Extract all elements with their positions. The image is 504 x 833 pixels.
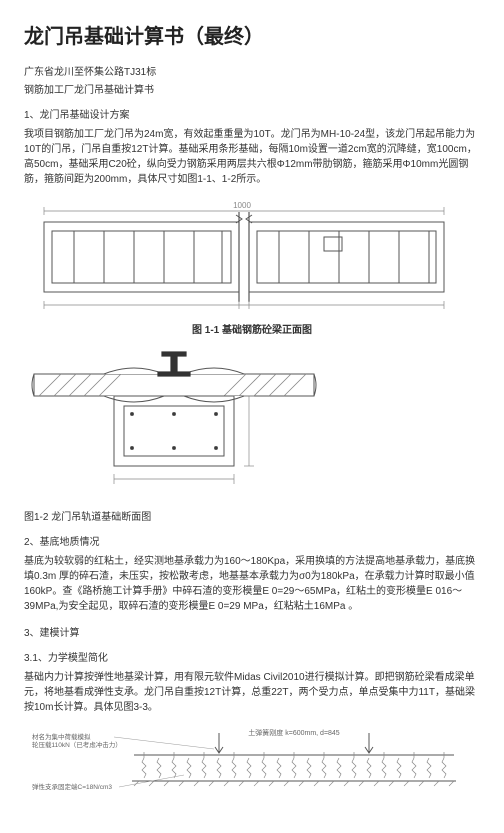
section-2-paragraph: 基底为较软弱的红粘土，经实测地基承载力为160～180Kpa，采用换填的方法提高… [24,554,480,614]
section-3-1-heading: 3.1、力学模型简化 [24,649,480,664]
page-title: 龙门吊基础计算书（最终） [24,20,480,49]
figure-1-1-svg: 1000 [24,197,480,317]
section-3-heading: 3、建模计算 [24,624,480,639]
section-1-paragraph: 我项目钢筋加工厂龙门吊为24m宽，有效起重重量为10T。龙门吊为MH-10-24… [24,127,480,187]
figure-1-2-svg [24,344,324,504]
figure-1-1: 1000 图 1-1 基础钢筋砼梁正面图 [24,197,480,336]
section-3-1-paragraph: 基础内力计算按弹性地基梁计算，用有限元软件Midas Civil2010进行模拟… [24,670,480,715]
fig3-annot-2: 轮压载110kN（已考虑冲击力） [32,740,122,749]
svg-text:1000: 1000 [233,201,251,210]
fig3-annot-3: 弹性支承固定端C=18N/cm3 [32,782,112,791]
figure-1-2: 图1-2 龙门吊轨道基础断面图 [24,344,480,523]
subtitle-line-2: 钢筋加工厂龙门吊基础计算书 [24,81,480,96]
fig3-annot-top: 土弹簧刚度 k=600mm, d=845 [248,728,340,737]
subtitle-line-1: 广东省龙川至怀集公路TJ31标 [24,63,480,78]
section-2-heading: 2、基底地质情况 [24,533,480,548]
section-1-heading: 1、龙门吊基础设计方案 [24,106,480,121]
figure-1-2-caption: 图1-2 龙门吊轨道基础断面图 [24,508,480,523]
fig3-annot-1: 材名为集中荷载模拟 [32,732,91,741]
figure-1-1-caption: 图 1-1 基础钢筋砼梁正面图 [24,321,480,336]
figure-3-3: 材名为集中荷载模拟 轮压载110kN（已考虑冲击力） 弹性支承固定端C=18N/… [24,725,480,805]
figure-3-3-svg: 材名为集中荷载模拟 轮压载110kN（已考虑冲击力） 弹性支承固定端C=18N/… [24,725,480,805]
